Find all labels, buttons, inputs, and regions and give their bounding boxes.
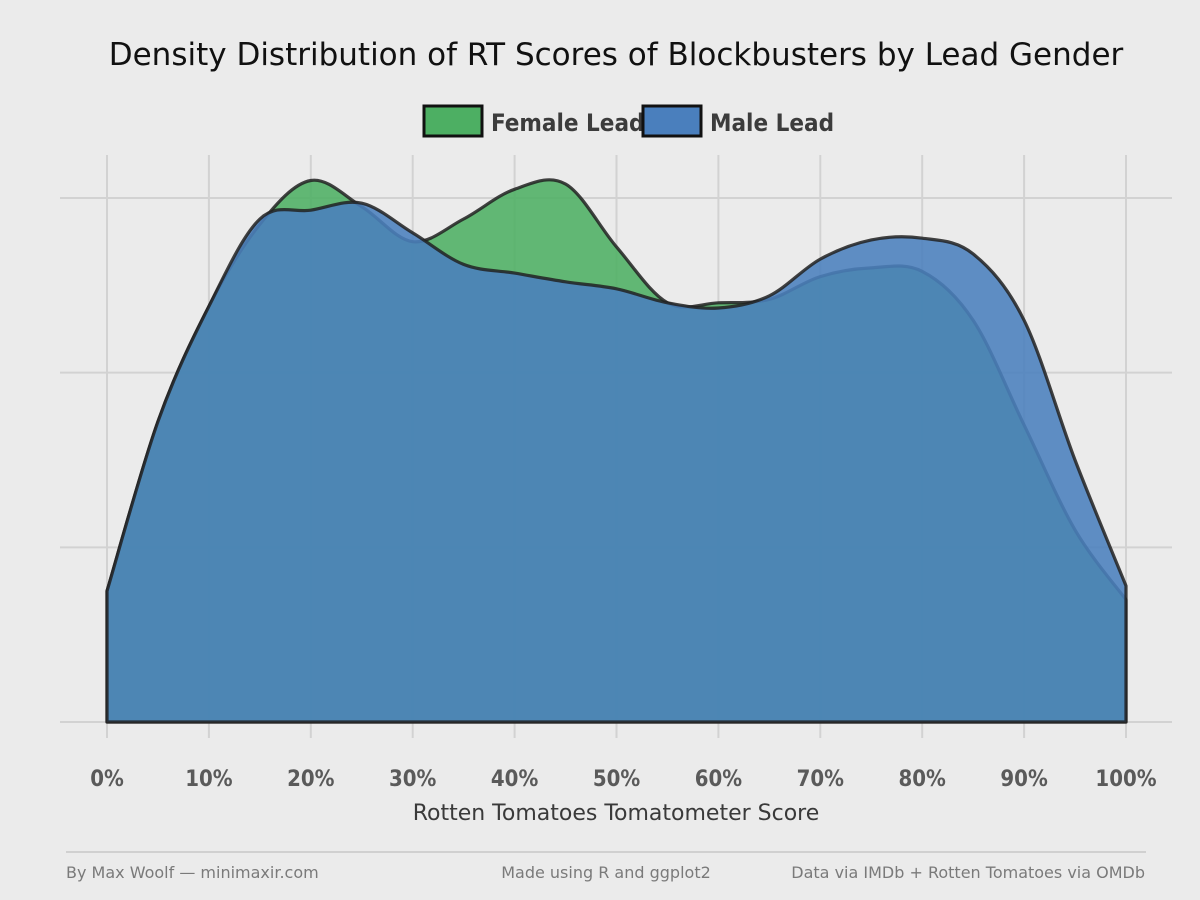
x-tick-label: 20%	[287, 767, 335, 792]
x-tick-label: 80%	[899, 767, 947, 792]
x-axis-title: Rotten Tomatoes Tomatometer Score	[413, 801, 820, 826]
x-tick-label: 0%	[90, 767, 124, 792]
x-tick-label: 10%	[185, 767, 233, 792]
caption-left: By Max Woolf — minimaxir.com	[66, 863, 319, 882]
legend-swatch-female-lead	[422, 104, 484, 138]
x-tick-label: 40%	[491, 767, 539, 792]
legend-label-male-lead: Male Lead	[710, 109, 834, 137]
density-area-male-lead	[105, 200, 1128, 724]
legend-swatch-male-lead	[641, 104, 703, 138]
x-tick-label: 30%	[389, 767, 437, 792]
x-tick-label: 100%	[1095, 767, 1156, 792]
caption-center: Made using R and ggplot2	[501, 863, 711, 882]
x-tick-label: 50%	[593, 767, 641, 792]
legend-label-female-lead: Female Lead	[491, 109, 644, 137]
chart-title: Density Distribution of RT Scores of Blo…	[109, 37, 1124, 73]
x-tick-label: 60%	[695, 767, 743, 792]
x-axis-ticks: 0% 10% 20% 30% 40% 50% 60% 70% 80% 90% 100%	[90, 767, 1157, 792]
caption-right: Data via IMDb + Rotten Tomatoes via OMDb	[791, 863, 1145, 882]
x-tick-label: 90%	[1000, 767, 1048, 792]
x-tick-label: 70%	[797, 767, 845, 792]
legend: Female Lead Male Lead	[422, 104, 834, 138]
density-areas	[105, 178, 1128, 724]
